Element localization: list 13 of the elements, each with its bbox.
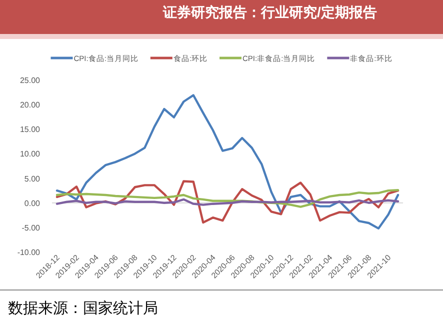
y-tick-label: -5.00 xyxy=(22,223,41,232)
y-tick-label: 20.00 xyxy=(20,100,41,110)
y-tick-label: 10.00 xyxy=(20,150,41,159)
y-tick-label: 0.00 xyxy=(24,198,41,208)
y-tick-label: -10.00 xyxy=(17,248,41,257)
line-series xyxy=(56,94,400,230)
source-note: 数据来源：国家统计局 xyxy=(8,300,158,317)
y-tick-label: 25.00 xyxy=(20,76,41,85)
y-tick-label: 15.00 xyxy=(20,125,41,134)
y-tick-label: 5.00 xyxy=(24,174,41,184)
annotation: 证券研究报告：行业研究/定期报告 xyxy=(163,4,377,20)
line-series xyxy=(56,180,400,224)
line-series xyxy=(56,188,400,208)
